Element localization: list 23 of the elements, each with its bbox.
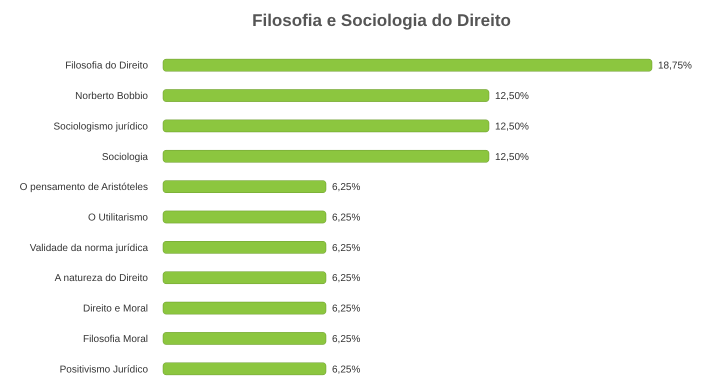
data-label: 6,25%	[332, 242, 360, 254]
data-label: 6,25%	[332, 273, 360, 284]
chart-title: Filosofia e Sociologia do Direito	[252, 11, 511, 30]
y-tick-label: Filosofia do Direito	[65, 60, 148, 72]
y-tick-label: A natureza do Direito	[54, 273, 148, 284]
y-tick-label: O Utilitarismo	[88, 212, 148, 224]
y-tick-label: O pensamento de Aristóteles	[20, 182, 148, 194]
data-label: 6,25%	[332, 364, 360, 376]
y-tick-label: Direito e Moral	[82, 304, 148, 315]
data-label: 6,25%	[332, 212, 360, 224]
data-label: 6,25%	[332, 334, 360, 345]
data-label: 18,75%	[658, 60, 692, 72]
y-tick-label: Norberto Bobbio	[75, 91, 148, 102]
y-tick-label: Validade da norma jurídica	[30, 242, 148, 254]
data-label: 12,50%	[495, 91, 530, 102]
y-tick-label: Filosofia Moral	[82, 334, 148, 345]
y-tick-label: Sociologismo jurídico	[54, 121, 148, 132]
data-label: 6,25%	[332, 182, 360, 194]
data-label: 12,50%	[495, 121, 530, 132]
data-label: 6,25%	[332, 304, 360, 315]
y-tick-label: Positivismo Jurídico	[60, 364, 148, 376]
y-tick-label: Sociologia	[102, 152, 148, 163]
data-label: 12,50%	[495, 152, 530, 163]
